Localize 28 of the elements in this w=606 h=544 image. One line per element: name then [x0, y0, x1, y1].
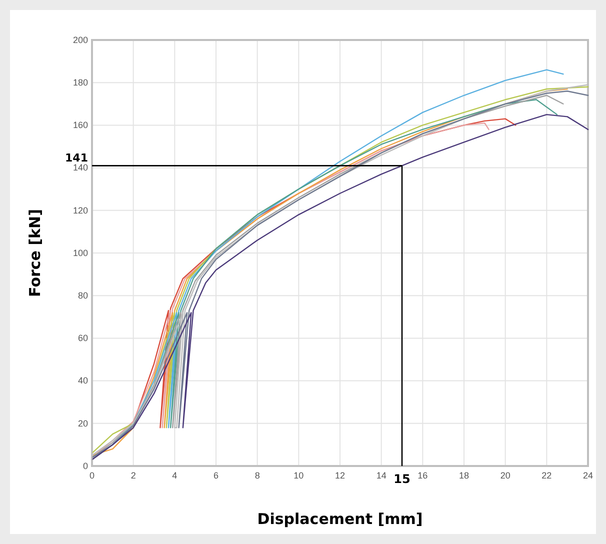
x-tick-label: 16: [418, 470, 428, 480]
y-tick-label: 200: [72, 34, 88, 45]
x-tick-label: 0: [89, 470, 95, 480]
y-tick-label: 40: [78, 376, 88, 386]
y-tick-label: 160: [72, 120, 88, 130]
x-tick-label: 8: [254, 470, 260, 480]
x-tick-label: 18: [458, 470, 470, 480]
x-tick-label: 2: [130, 470, 136, 480]
x-tick-label: 12: [334, 470, 346, 480]
y-tick-label: 180: [72, 77, 88, 88]
x-tick-label: 4: [172, 470, 178, 480]
y-tick-label: 140: [72, 162, 88, 173]
y-tick-label: 0: [82, 460, 88, 471]
y-tick-label: 100: [72, 248, 88, 258]
y-tick-label: 80: [78, 290, 88, 300]
x-tick-label: 6: [213, 470, 219, 480]
ref-line-label: 15: [394, 472, 410, 486]
x-tick-label: 20: [500, 470, 510, 480]
y-tick-label: 20: [78, 418, 88, 428]
x-tick-label: 24: [582, 470, 594, 480]
x-axis-title: Displacement [mm]: [257, 510, 423, 528]
y-axis-title: Force [kN]: [26, 209, 44, 297]
x-tick-label: 22: [542, 470, 552, 480]
y-tick-label: 120: [72, 205, 88, 216]
ref-line-label: 141: [65, 152, 88, 165]
x-tick-label: 10: [294, 470, 304, 480]
y-tick-label: 60: [78, 333, 88, 344]
x-tick-label: 14: [376, 470, 386, 480]
